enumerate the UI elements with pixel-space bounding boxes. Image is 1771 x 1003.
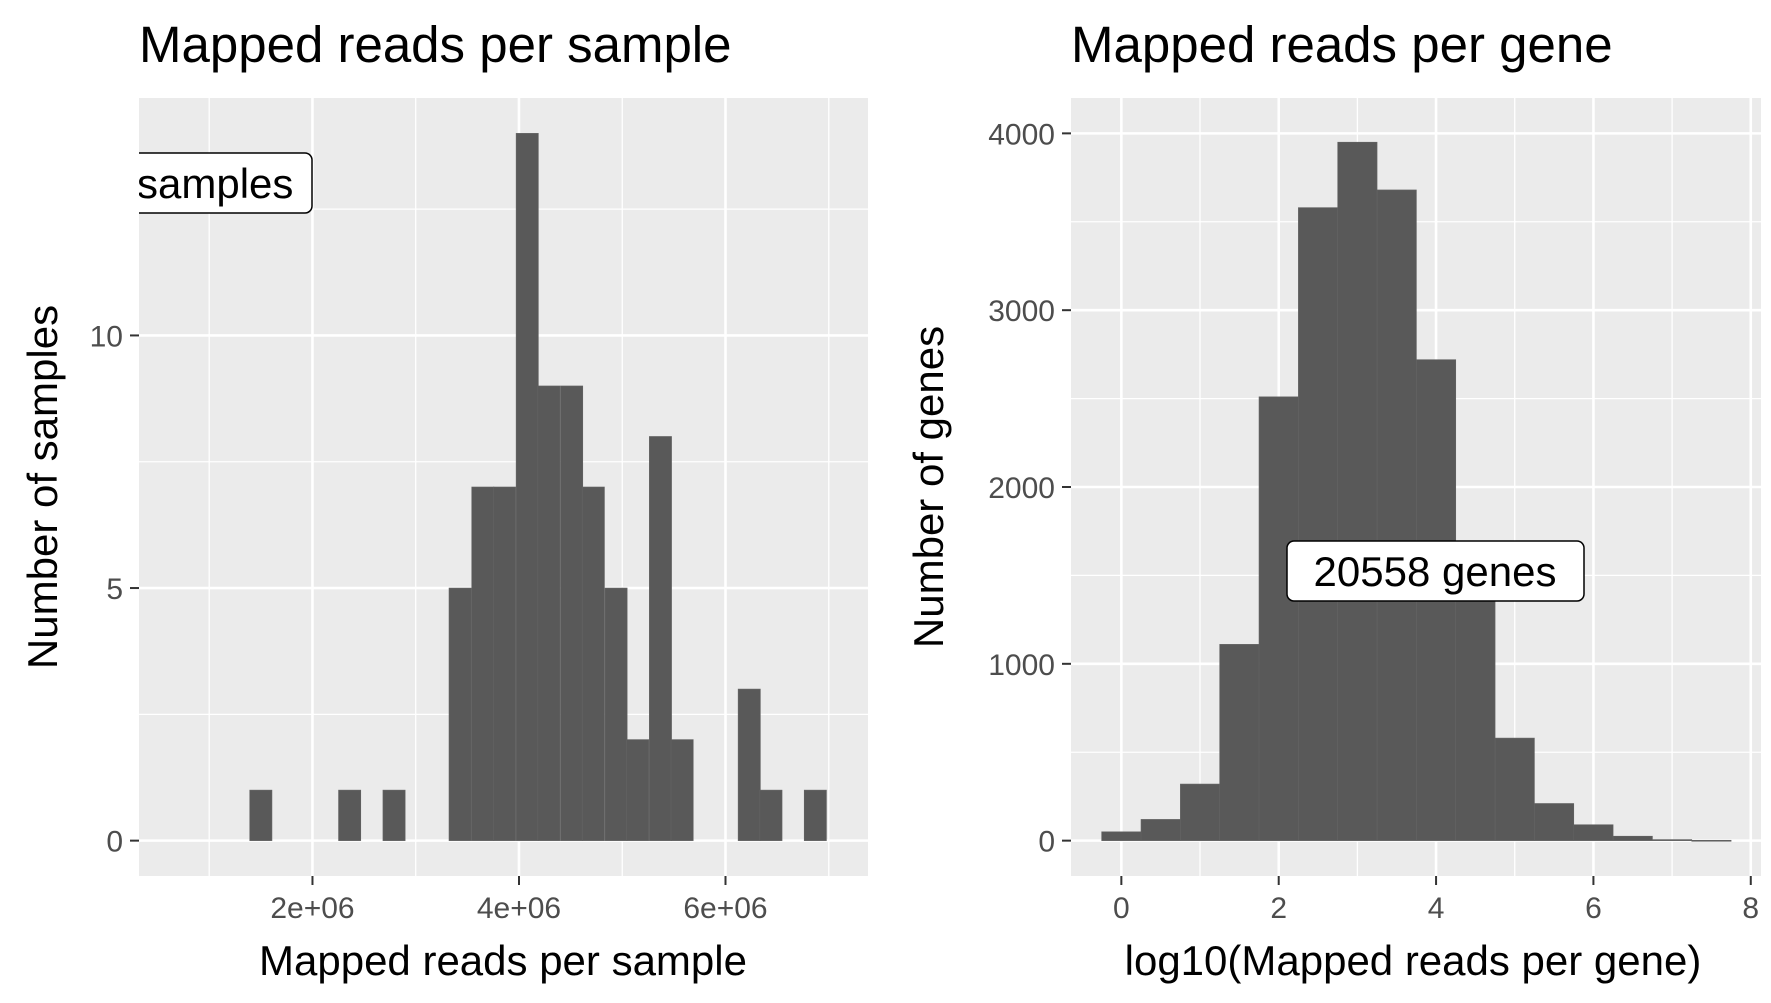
right-y-tick-label: 0	[1038, 826, 1055, 859]
right-annotation: 20558 genes	[1286, 540, 1585, 602]
right-histogram-bar	[1180, 783, 1221, 841]
left-histogram-bar	[493, 486, 516, 841]
right-x-tick-label: 8	[1742, 892, 1759, 925]
left-annotation: samples	[137, 152, 313, 214]
right-histogram-bar	[1494, 737, 1535, 841]
right-x-tick-label: 6	[1585, 892, 1602, 925]
right-histogram-bar	[1612, 835, 1653, 841]
right-y-tick-label: 1000	[988, 649, 1055, 682]
right-histogram-bar	[1337, 141, 1378, 841]
right-x-tick-label: 4	[1428, 892, 1445, 925]
left-histogram-bar	[515, 133, 539, 841]
left-histogram-bar	[649, 436, 672, 841]
right-histogram-bar	[1140, 819, 1181, 841]
right-histogram-bar	[1376, 189, 1417, 841]
right-y-tick-label: 3000	[988, 295, 1055, 328]
right-histogram-bar	[1573, 824, 1614, 841]
left-histogram-bar	[670, 739, 694, 841]
right-chart-title: Mapped reads per gene	[1071, 16, 1613, 73]
right-histogram-bar	[1258, 396, 1299, 841]
left-plot-area: 2e+06 4e+06 6e+06 0 5 10	[90, 98, 868, 925]
left-histogram-bar	[626, 739, 650, 841]
right-annotation-box	[1286, 540, 1585, 602]
right-histogram-bar	[1298, 207, 1339, 841]
right-histogram-bar	[1219, 644, 1260, 841]
right-histogram-bar	[1652, 839, 1693, 841]
left-chart-title: Mapped reads per sample	[139, 16, 732, 73]
left-x-axis-title: Mapped reads per sample	[259, 937, 747, 984]
left-x-tick-label: 6e+06	[683, 892, 767, 925]
left-histogram-bar	[759, 789, 783, 841]
left-y-axis-title: Number of samples	[19, 305, 66, 669]
left-chart: Mapped reads per sample 2e+06 4e+06 6e+06 0…	[19, 16, 868, 984]
right-y-axis-title: Number of genes	[905, 326, 952, 648]
left-histogram-bar	[382, 789, 406, 841]
right-histogram-bar	[1101, 831, 1142, 841]
left-histogram-bar	[581, 486, 605, 841]
right-x-tick-label: 0	[1113, 892, 1130, 925]
right-histogram-bar	[1455, 596, 1496, 841]
left-y-tick-label: 5	[106, 573, 123, 606]
right-x-tick-label: 2	[1270, 892, 1287, 925]
right-y-tick-label: 4000	[988, 118, 1055, 151]
right-histogram-bar	[1534, 803, 1575, 841]
right-histogram-bar	[1691, 839, 1732, 842]
right-y-tick-label: 2000	[988, 472, 1055, 505]
right-chart: Mapped reads per gene 0 2 4 6 8 0 1000 2000 3000…	[905, 16, 1761, 984]
left-annotation-box	[139, 152, 313, 214]
right-annotation-label: 20558 genes	[1314, 548, 1557, 595]
left-histogram-bar	[448, 587, 472, 841]
right-x-axis-title: log10(Mapped reads per gene)	[1125, 937, 1702, 984]
left-histogram-bar	[537, 385, 561, 841]
left-histogram-bar	[338, 789, 362, 841]
left-histogram-bar	[471, 486, 495, 841]
left-y-tick-label: 0	[106, 826, 123, 859]
left-histogram-bar	[560, 385, 584, 841]
left-histogram-bar	[604, 587, 628, 841]
left-histogram-bar	[803, 789, 827, 841]
right-plot-area: 0 2 4 6 8 0 1000 2000 3000 4000	[988, 98, 1761, 925]
left-x-tick-label: 4e+06	[477, 892, 561, 925]
left-histogram-bar	[249, 789, 273, 841]
left-histogram-bar	[737, 688, 761, 841]
left-y-tick-label: 10	[90, 320, 123, 353]
left-annotation-label: samples	[137, 160, 293, 207]
left-x-tick-label: 2e+06	[270, 892, 354, 925]
